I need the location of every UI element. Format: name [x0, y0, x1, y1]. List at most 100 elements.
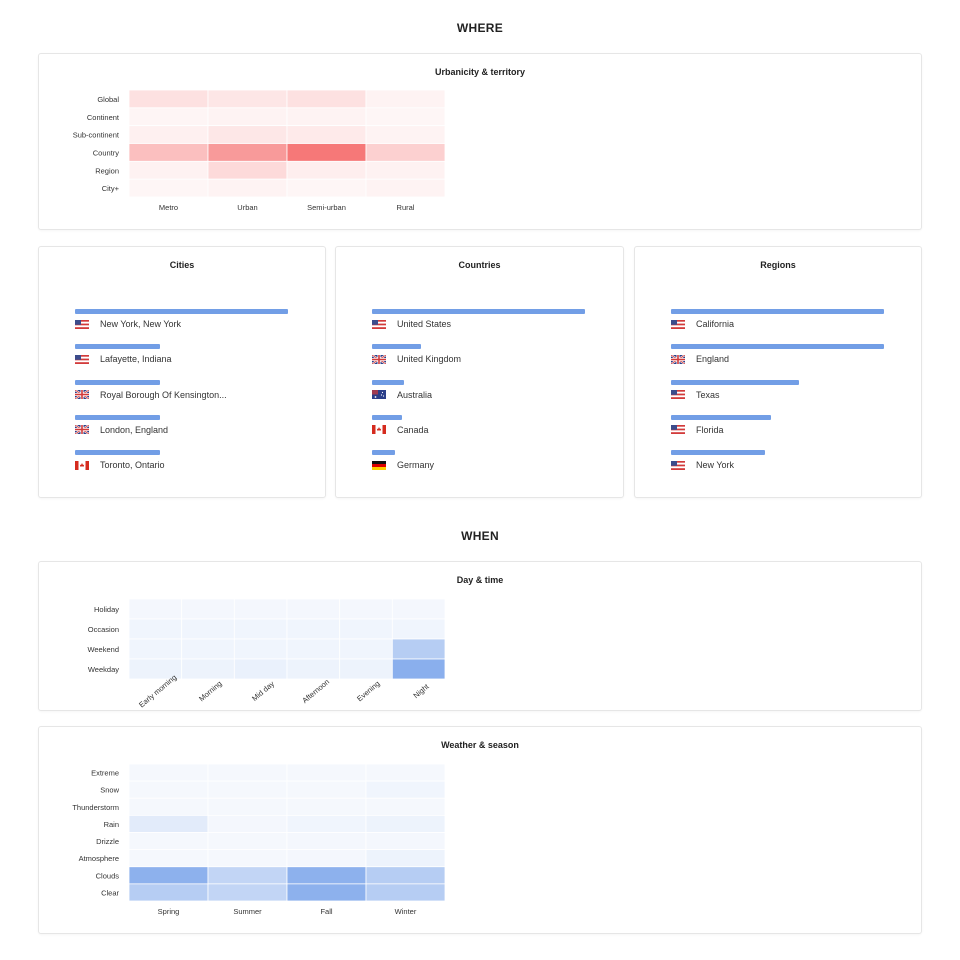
heatmap-cell-extreme-summer[interactable] — [207, 763, 288, 782]
heatmap-cell-region-urban[interactable] — [207, 160, 288, 180]
heatmap-cell-atmosphere-summer[interactable] — [207, 849, 288, 868]
heatmap-cell-region-metro[interactable] — [128, 160, 209, 180]
heatmap-cell-drizzle-summer[interactable] — [207, 832, 288, 851]
heatmap-cell-atmosphere-winter[interactable] — [365, 849, 446, 868]
heatmap-cell-snow-winter[interactable] — [365, 780, 446, 799]
heatmap-cell-snow-spring[interactable] — [128, 780, 209, 799]
heatmap-cell-weekday-morning[interactable] — [181, 658, 235, 680]
heatmap-cell-occasion-evening[interactable] — [339, 618, 393, 640]
list-item[interactable]: New York, New York — [75, 309, 289, 344]
heatmap-cell-weekday-afternoon[interactable] — [286, 658, 341, 680]
heatmap-cell-global-urban[interactable] — [207, 89, 288, 109]
heatmap-cell-rain-winter[interactable] — [365, 814, 446, 833]
list-item[interactable]: United Kingdom — [372, 344, 587, 379]
list-item[interactable]: New York — [671, 450, 885, 485]
heatmap-cell-snow-summer[interactable] — [207, 780, 288, 799]
heatmap-cell-global-rural[interactable] — [365, 89, 446, 109]
heatmap-cell-drizzle-fall[interactable] — [286, 832, 367, 851]
heatmap-cell-weekday-evening[interactable] — [339, 658, 393, 680]
heatmap-cell-continent-metro[interactable] — [128, 107, 209, 127]
heatmap-cell-country-rural[interactable] — [365, 143, 446, 162]
heatmap-cell-clouds-winter[interactable] — [365, 866, 446, 885]
heatmap-cell-extreme-spring[interactable] — [128, 763, 209, 782]
heatmap-cell-country-semi-urban[interactable] — [286, 143, 367, 162]
heatmap-cell-weekday-mid-day[interactable] — [233, 658, 288, 680]
heatmap-cell-occasion-early-morning[interactable] — [128, 618, 183, 640]
list-item[interactable]: London, England — [75, 414, 289, 450]
heatmap-cell-occasion-mid-day[interactable] — [233, 618, 288, 640]
flag-uk-icon — [372, 354, 386, 364]
heatmap-cell-city-rural[interactable] — [365, 178, 446, 198]
heatmap-cell-extreme-winter[interactable] — [365, 763, 446, 782]
heatmap-cell-weekend-evening[interactable] — [339, 638, 393, 660]
heatmap-cell-occasion-morning[interactable] — [181, 618, 235, 640]
heatmap-cell-weekday-night[interactable] — [391, 658, 446, 680]
heatmap-cell-drizzle-winter[interactable] — [365, 832, 446, 851]
heatmap-cell-atmosphere-fall[interactable] — [286, 849, 367, 868]
heatmap-cell-weekend-morning[interactable] — [181, 638, 235, 660]
heatmap-cell-rain-spring[interactable] — [128, 814, 209, 833]
heatmap-cell-holiday-night[interactable] — [391, 598, 446, 620]
heatmap-cell-holiday-afternoon[interactable] — [286, 598, 341, 620]
heatmap-cell-sub-continent-rural[interactable] — [365, 125, 446, 144]
list-item[interactable]: Germany — [372, 450, 587, 485]
list-item-label: Toronto, Ontario — [100, 460, 165, 471]
heatmap-cell-clear-fall[interactable] — [286, 883, 367, 902]
heatmap-cell-thunderstorm-winter[interactable] — [365, 797, 446, 816]
heatmap-cell-extreme-fall[interactable] — [286, 763, 367, 782]
list-item[interactable]: Lafayette, Indiana — [75, 344, 289, 379]
heatmap-cell-clouds-summer[interactable] — [207, 866, 288, 885]
list-item[interactable]: Royal Borough Of Kensington... — [75, 379, 289, 415]
heatmap-cell-country-metro[interactable] — [128, 143, 209, 162]
heatmap-cell-occasion-afternoon[interactable] — [286, 618, 341, 640]
flag-us-icon — [671, 460, 685, 470]
list-item[interactable]: California — [671, 309, 885, 344]
heatmap-cell-drizzle-spring[interactable] — [128, 832, 209, 851]
heatmap-cell-rain-fall[interactable] — [286, 814, 367, 833]
heatmap-cell-sub-continent-urban[interactable] — [207, 125, 288, 144]
heatmap-cell-clear-spring[interactable] — [128, 883, 209, 902]
heatmap-cell-rain-summer[interactable] — [207, 814, 288, 833]
list-item-row: Lafayette, Indiana — [75, 354, 172, 364]
list-item[interactable]: Texas — [671, 379, 885, 415]
heatmap-cell-snow-fall[interactable] — [286, 780, 367, 799]
heatmap-cell-global-semi-urban[interactable] — [286, 89, 367, 109]
heatmap-cell-global-metro[interactable] — [128, 89, 209, 109]
heatmap-cell-continent-urban[interactable] — [207, 107, 288, 127]
heatmap-cell-occasion-night[interactable] — [391, 618, 446, 640]
heatmap-cell-clouds-fall[interactable] — [286, 866, 367, 885]
list-item[interactable]: England — [671, 344, 885, 379]
heatmap-cell-city-semi-urban[interactable] — [286, 178, 367, 198]
heatmap-cell-thunderstorm-spring[interactable] — [128, 797, 209, 816]
heatmap-cell-holiday-evening[interactable] — [339, 598, 393, 620]
heatmap-cell-region-rural[interactable] — [365, 160, 446, 180]
heatmap-cell-weekend-afternoon[interactable] — [286, 638, 341, 660]
heatmap-cell-region-semi-urban[interactable] — [286, 160, 367, 180]
heatmap-cell-continent-semi-urban[interactable] — [286, 107, 367, 127]
heatmap-cell-clouds-spring[interactable] — [128, 866, 209, 885]
heatmap-cell-atmosphere-spring[interactable] — [128, 849, 209, 868]
heatmap-cell-weekend-mid-day[interactable] — [233, 638, 288, 660]
heatmap-cell-holiday-mid-day[interactable] — [233, 598, 288, 620]
heatmap-cell-thunderstorm-fall[interactable] — [286, 797, 367, 816]
heatmap-cell-weekend-night[interactable] — [391, 638, 446, 660]
list-item[interactable]: Australia — [372, 379, 587, 415]
heatmap-cell-holiday-early-morning[interactable] — [128, 598, 183, 620]
list-item[interactable]: United States — [372, 309, 587, 344]
heatmap-cell-thunderstorm-summer[interactable] — [207, 797, 288, 816]
bar-california — [671, 309, 884, 314]
heatmap-cell-weekend-early-morning[interactable] — [128, 638, 183, 660]
list-item[interactable]: Florida — [671, 414, 885, 450]
heatmap-cell-continent-rural[interactable] — [365, 107, 446, 127]
heatmap-cell-clear-summer[interactable] — [207, 883, 288, 902]
heatmap-cell-sub-continent-metro[interactable] — [128, 125, 209, 144]
heatmap-cell-holiday-morning[interactable] — [181, 598, 235, 620]
cities-card: Cities New York, New York Lafayette, Indi… — [38, 246, 326, 498]
list-item[interactable]: Canada — [372, 414, 587, 450]
heatmap-cell-clear-winter[interactable] — [365, 883, 446, 902]
list-item[interactable]: Toronto, Ontario — [75, 450, 289, 485]
heatmap-cell-city-metro[interactable] — [128, 178, 209, 198]
heatmap-cell-city-urban[interactable] — [207, 178, 288, 198]
heatmap-cell-country-urban[interactable] — [207, 143, 288, 162]
heatmap-cell-sub-continent-semi-urban[interactable] — [286, 125, 367, 144]
